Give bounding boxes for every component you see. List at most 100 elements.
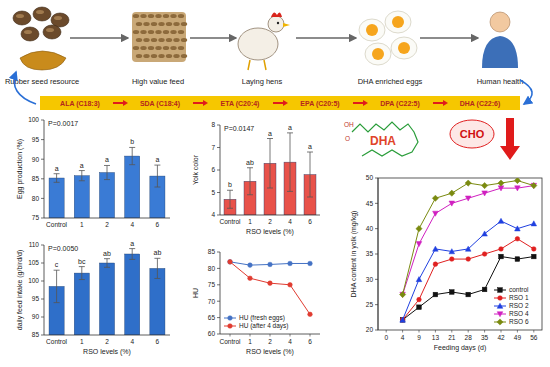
hen-beak — [283, 23, 290, 27]
point — [288, 261, 293, 266]
point — [228, 260, 233, 265]
legend-label: RSO 6 — [509, 318, 529, 325]
y-axis — [220, 252, 221, 334]
pellet — [155, 46, 161, 50]
y-tick — [41, 317, 44, 318]
pellet — [151, 54, 157, 58]
y-tick — [41, 245, 44, 246]
y-tick-label: 100 — [28, 116, 39, 123]
x-tick-label: 56 — [530, 334, 538, 341]
x-tick — [501, 330, 502, 333]
y-tick — [217, 192, 220, 193]
egg-icon — [365, 43, 391, 65]
error-bar — [154, 258, 160, 278]
y-axis-label: DHA content in yolk (mg/kg) — [350, 211, 358, 298]
y-tick-label: 8 — [211, 121, 215, 128]
x-tick-label: 6 — [156, 221, 160, 228]
egg-yolk — [366, 24, 378, 36]
point — [248, 276, 253, 281]
significance-letter: a — [268, 130, 272, 137]
y-tick — [41, 299, 44, 300]
flow-icons — [13, 7, 518, 70]
flow-arrow — [70, 37, 128, 38]
y-axis — [44, 120, 45, 218]
dha-molecule: OHODHA — [344, 121, 418, 156]
seed-icon — [43, 25, 61, 39]
point — [515, 257, 520, 262]
point — [482, 252, 487, 257]
point — [449, 190, 455, 196]
seed-icon — [21, 27, 39, 41]
pellet — [140, 30, 146, 34]
y-tick — [217, 268, 220, 269]
seed-highlight — [36, 10, 44, 14]
hen-comb — [271, 12, 282, 17]
x-tick-label: Control — [46, 338, 68, 345]
x-tick — [402, 330, 403, 333]
step-label: Laying hens — [242, 77, 283, 86]
pathway-label: EPA (C20:5) — [300, 100, 339, 108]
point — [308, 312, 313, 317]
pathway-arrowhead — [203, 100, 208, 106]
y-tick-label: 50 — [366, 174, 374, 181]
error-bar — [104, 259, 110, 268]
pellet — [151, 22, 157, 26]
marks — [400, 178, 537, 322]
y-tick — [375, 254, 378, 255]
x-tick-label: 35 — [481, 334, 489, 341]
x-tick — [533, 330, 534, 333]
point — [248, 263, 253, 268]
pellet — [155, 14, 161, 18]
point — [482, 287, 487, 292]
series-line — [403, 239, 534, 320]
x-tick-label: 6 — [308, 218, 312, 225]
x-tick-label: Control — [46, 221, 68, 228]
pellet — [143, 54, 149, 58]
flow-arrow — [420, 37, 478, 38]
y-tick-label: 90 — [32, 156, 40, 163]
x-tick-label: 1 — [248, 338, 252, 345]
significance-letter: ab — [246, 159, 254, 166]
y-axis-label: daily feed intake (g/bird/d) — [16, 250, 24, 331]
molecule-skeleton — [352, 122, 418, 156]
x-axis-label: Feeding days (d) — [434, 344, 487, 352]
pellet — [166, 38, 172, 42]
pathway-arrowhead — [363, 100, 368, 106]
significance-letter: a — [55, 165, 59, 172]
point — [268, 281, 273, 286]
error-bar — [129, 147, 135, 164]
y-tick-label: 85 — [208, 248, 216, 255]
point — [515, 186, 521, 191]
x-tick — [290, 334, 291, 337]
error-bar — [307, 152, 313, 197]
pellet — [133, 30, 139, 34]
y-tick — [375, 279, 378, 280]
y-tick — [41, 120, 44, 121]
y-tick-label: 75 — [32, 214, 40, 221]
y-tick-label: 100 — [28, 277, 39, 284]
pathway-label: SDA (C18:4) — [140, 100, 180, 108]
point — [308, 261, 313, 266]
x-tick-label: 2 — [268, 218, 272, 225]
seed-highlight — [16, 14, 24, 18]
y-tick — [375, 203, 378, 204]
y-tick — [217, 252, 220, 253]
pellet — [140, 14, 146, 18]
egg-icon — [385, 11, 411, 33]
x-tick-label: Control — [220, 218, 242, 225]
cho-label: CHO — [460, 128, 485, 140]
y-axis-label: HU — [192, 288, 199, 298]
step-label: DHA enriched eggs — [358, 77, 423, 86]
pellet — [173, 38, 179, 42]
pellet — [155, 30, 161, 34]
pellet — [158, 54, 164, 58]
bar — [49, 178, 64, 218]
legend-label: HU (fresh eggs) — [239, 314, 285, 322]
x-tick-label: 49 — [514, 334, 522, 341]
y-tick-label: 70 — [208, 298, 216, 305]
point — [465, 246, 471, 251]
canvas: Rubber seed resourceHigh value feedLayin… — [0, 0, 550, 367]
pathway-label: ALA (C18:3) — [60, 100, 100, 108]
y-tick — [41, 335, 44, 336]
pellet — [148, 14, 154, 18]
